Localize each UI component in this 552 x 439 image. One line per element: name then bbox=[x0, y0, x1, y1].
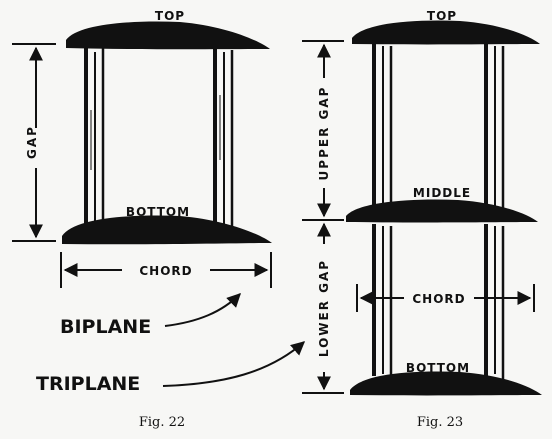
biplane-figure: TOP BOTTOM GAP CHORD Fig. 22 bbox=[12, 9, 272, 430]
biplane-top-label: TOP bbox=[155, 9, 185, 23]
triplane-bottom-label: BOTTOM bbox=[406, 361, 470, 375]
biplane-chord-dimension bbox=[60, 252, 272, 288]
fig22-caption: Fig. 22 bbox=[139, 415, 185, 430]
biplane-chord-label: CHORD bbox=[139, 264, 192, 278]
triplane-top-wing bbox=[352, 20, 540, 45]
fig23-caption: Fig. 23 bbox=[417, 415, 463, 430]
triplane-middle-label: MIDDLE bbox=[413, 186, 471, 200]
triplane-figure: TOP MIDDLE BOTTOM UPPER GAP LOWER GAP CH… bbox=[302, 9, 542, 430]
triplane-callout-arrow bbox=[162, 341, 306, 387]
triplane-bottom-wing bbox=[350, 371, 542, 396]
triplane-top-label: TOP bbox=[427, 9, 457, 23]
triplane-callout: TRIPLANE bbox=[36, 373, 140, 395]
biplane-callout-arrow bbox=[164, 293, 241, 327]
biplane-bottom-label: BOTTOM bbox=[126, 205, 190, 219]
biplane-struts bbox=[84, 48, 234, 230]
triplane-chord-label: CHORD bbox=[412, 292, 465, 306]
biplane-top-wing bbox=[66, 21, 270, 50]
biplane-bottom-wing bbox=[62, 215, 272, 245]
triplane-lower-struts bbox=[372, 224, 505, 380]
triplane-chord-dimension bbox=[356, 284, 535, 312]
triplane-upper-struts bbox=[372, 44, 505, 212]
biplane-callout: BIPLANE bbox=[60, 316, 151, 338]
triplane-upper-gap-dimension bbox=[302, 40, 344, 221]
triplane-upper-gap-label: UPPER GAP bbox=[317, 86, 331, 181]
triplane-lower-gap-label: LOWER GAP bbox=[317, 259, 331, 357]
triplane-middle-wing bbox=[346, 199, 538, 223]
triplane-lower-gap-dimension bbox=[302, 222, 344, 394]
biplane-gap-label: GAP bbox=[25, 125, 39, 159]
biplane-gap-dimension bbox=[12, 43, 56, 242]
